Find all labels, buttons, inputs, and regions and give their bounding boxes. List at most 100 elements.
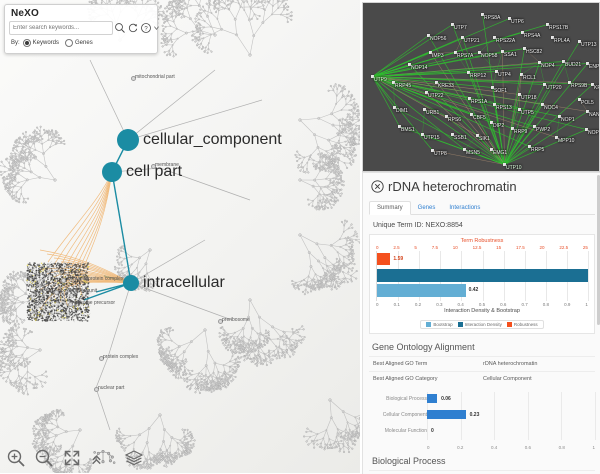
tab-genes[interactable]: Genes <box>411 202 443 214</box>
gene-node-label: RRP12 <box>470 73 486 79</box>
hierarchy-node-label: nuclear part <box>98 385 124 391</box>
hierarchy-selected-node[interactable] <box>117 129 139 151</box>
radio-keywords[interactable]: Keywords <box>23 39 59 47</box>
gene-node-label: RPS13 <box>496 105 512 111</box>
robustness-bottom-tick: 0.3 <box>436 302 442 307</box>
radio-genes[interactable]: Genes <box>65 39 93 47</box>
chevron-down-icon[interactable] <box>153 22 160 34</box>
robustness-bottom-tick: 0.6 <box>500 302 506 307</box>
refresh-icon[interactable] <box>127 22 139 34</box>
close-icon[interactable] <box>371 180 384 193</box>
gene-node-label: UTP10 <box>506 165 522 171</box>
gene-node-label: CBF5 <box>473 115 486 121</box>
go-chart-category-label: Cellular Component <box>383 412 427 418</box>
legend-label: Interaction Density <box>465 322 502 327</box>
robustness-top-tick: 25 <box>583 245 588 250</box>
go-chart-tick: 0 <box>427 445 430 450</box>
gene-node-label: EMG1 <box>493 150 507 156</box>
zoom-in-icon[interactable] <box>6 448 26 468</box>
gene-node-label: UTP21 <box>464 38 480 44</box>
help-icon[interactable]: ? <box>140 22 152 34</box>
search-icon[interactable] <box>114 22 126 34</box>
radio-keywords-dot[interactable] <box>23 39 31 47</box>
tab-summary[interactable]: Summary <box>369 201 411 215</box>
gene-node-label: BUD21 <box>565 62 581 68</box>
robustness-bar-value: 0.42 <box>469 287 479 293</box>
search-panel[interactable]: NeXO ? By: Keywor <box>4 4 158 54</box>
biological-process-section-title: Biological Process <box>372 456 600 466</box>
go-chart-bar-value: 0.06 <box>441 396 451 402</box>
radio-genes-dot[interactable] <box>65 39 73 47</box>
legend-label: Robustness <box>514 322 538 327</box>
network-toolbar[interactable] <box>0 442 360 473</box>
go-category-row: Best Aligned GO Category Cellular Compon… <box>369 371 595 386</box>
hierarchy-selected-node[interactable] <box>123 275 139 291</box>
gene-node-label: ENP1 <box>589 64 600 70</box>
fit-selected-icon[interactable] <box>90 448 116 468</box>
detail-header: rDNA heterochromatin <box>363 173 600 196</box>
robustness-top-tick: 2.5 <box>393 245 399 250</box>
legend-item: Interaction Density <box>458 322 502 327</box>
hierarchy-node-label: membrane <box>155 162 179 168</box>
legend-item: Bootstrap <box>426 322 452 327</box>
robustness-top-tick: 10 <box>453 245 458 250</box>
gene-node-label: UTP15 <box>424 135 440 141</box>
robustness-top-tick: 20 <box>540 245 545 250</box>
radio-keywords-label: Keywords <box>33 40 59 46</box>
go-chart-category-label: Molecular Function <box>385 428 427 434</box>
gene-node-label: RPS6 <box>448 117 461 123</box>
search-by-row[interactable]: By: Keywords Genes <box>11 39 157 47</box>
go-chart-tick: 0.4 <box>491 445 497 450</box>
gene-node-label: UTP20 <box>546 85 562 91</box>
robustness-chart-bottom-title: Interaction Density & Bootstrap <box>370 307 594 317</box>
zoom-out-icon[interactable] <box>34 448 54 468</box>
go-category-key: Best Aligned GO Category <box>369 376 483 382</box>
hierarchy-graph-svg <box>0 0 360 473</box>
gene-node-label: URB1 <box>426 110 439 116</box>
gene-node-label: UTP5 <box>521 110 534 116</box>
chart-gridline <box>595 392 596 440</box>
legend-swatch <box>426 322 431 327</box>
chart-gridline <box>528 392 529 440</box>
layers-icon[interactable] <box>124 448 144 468</box>
hierarchy-selected-node[interactable] <box>102 162 122 182</box>
hierarchy-node-label: ribosome precursor <box>72 300 115 306</box>
robustness-top-tick: 17.5 <box>516 245 525 250</box>
go-chart-tick: 0.2 <box>457 445 463 450</box>
search-row[interactable]: ? <box>9 21 153 35</box>
chart-gridline <box>494 392 495 440</box>
gene-node-label: HSC82 <box>526 49 542 55</box>
hierarchy-selected-node-label: intracellular <box>143 274 225 292</box>
radio-genes-label: Genes <box>75 40 93 46</box>
legend-swatch <box>458 322 463 327</box>
go-term-value: rDNA heterochromatin <box>483 361 537 367</box>
legend-swatch <box>507 322 512 327</box>
gene-node-label: RCL1 <box>523 75 536 81</box>
gene-node-label: POL5 <box>581 100 594 106</box>
robustness-top-tick: 0 <box>376 245 379 250</box>
robustness-plot: 1.59 0.42 <box>376 251 588 301</box>
gene-node-label: NOC4 <box>544 105 558 111</box>
detail-tabs[interactable]: Summary Genes Interactions <box>369 201 595 215</box>
search-by-label: By: <box>11 40 20 46</box>
fit-to-screen-icon[interactable] <box>62 448 82 468</box>
term-detail-panel[interactable]: rDNA heterochromatin Summary Genes Inter… <box>362 172 600 474</box>
gene-node-label: SSA1 <box>504 52 517 58</box>
legend-label: Bootstrap <box>433 322 452 327</box>
gene-node-label: RRP9 <box>514 129 527 135</box>
gene-node-label: NOP56 <box>430 36 446 42</box>
gene-node-label: IMP3 <box>432 53 444 59</box>
tab-interactions[interactable]: Interactions <box>442 202 487 214</box>
gene-node-label: UTP4 <box>498 72 511 78</box>
gene-node-label: RPS9B <box>571 83 587 89</box>
go-chart-tick: 0.8 <box>559 445 565 450</box>
robustness-bottom-tick: 1 <box>585 302 588 307</box>
go-chart-bar-value: 0 <box>431 428 434 434</box>
robustness-bar-value: 1.59 <box>393 256 403 262</box>
hierarchy-node-label: mitochondrial part <box>135 74 175 80</box>
gene-node-label: UTP6 <box>511 19 524 25</box>
search-input[interactable] <box>9 21 113 35</box>
chart-gridline <box>561 392 562 440</box>
